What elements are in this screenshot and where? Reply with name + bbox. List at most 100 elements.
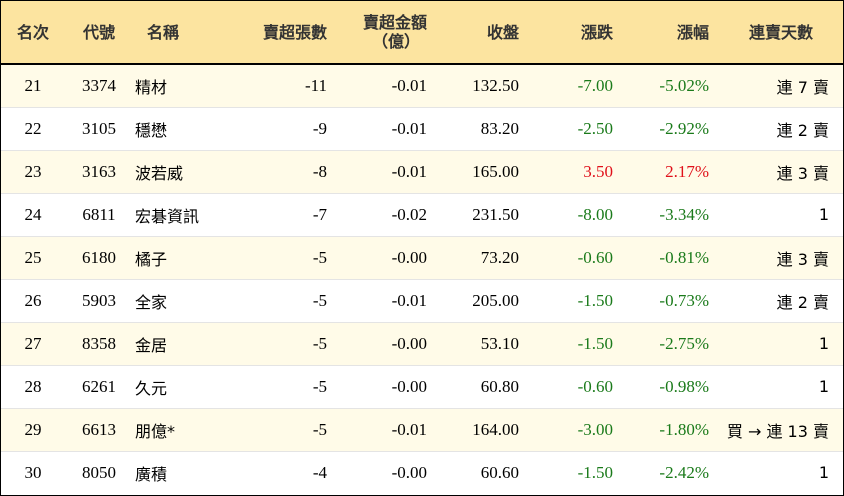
net-amount-cell: -0.02 <box>347 192 447 236</box>
table-row[interactable]: 25 6180 橘子 -5 -0.00 73.20 -0.60 -0.81% 連 3 賣 <box>1 235 843 279</box>
code-cell: 6811 <box>65 192 133 236</box>
close-cell: 73.20 <box>447 235 539 279</box>
change-pct-cell: -2.75% <box>629 321 719 365</box>
net-amount-cell: -0.00 <box>347 450 447 494</box>
consecutive-days-cell: 連 3 賣 <box>719 235 843 279</box>
net-amount-cell: -0.01 <box>347 149 447 193</box>
change-pct-cell: -2.42% <box>629 450 719 494</box>
change-cell: -7.00 <box>539 63 629 107</box>
rank-cell: 23 <box>1 149 65 193</box>
table-row[interactable]: 21 3374 精材 -11 -0.01 132.50 -7.00 -5.02% 連 7 賣 <box>1 63 843 107</box>
consecutive-days-cell: 1 <box>719 364 843 408</box>
net-shares-cell: -11 <box>233 63 347 107</box>
change-pct-cell: -1.80% <box>629 407 719 451</box>
header-consecutive-days[interactable]: 連賣天數 <box>719 1 843 65</box>
net-shares-cell: -4 <box>233 450 347 494</box>
rank-cell: 27 <box>1 321 65 365</box>
table-row[interactable]: 26 5903 全家 -5 -0.01 205.00 -1.50 -0.73% 連 2 賣 <box>1 278 843 322</box>
net-amount-cell: -0.00 <box>347 364 447 408</box>
name-cell: 精材 <box>133 63 233 107</box>
table-header-row: 名次 代號 名稱 賣超張數 賣超金額 （億） 收盤 漲跌 漲幅 連賣天數 <box>1 1 843 65</box>
code-cell: 6180 <box>65 235 133 279</box>
net-shares-cell: -5 <box>233 235 347 279</box>
change-cell: -2.50 <box>539 106 629 150</box>
net-shares-cell: -5 <box>233 321 347 365</box>
close-cell: 231.50 <box>447 192 539 236</box>
consecutive-days-cell: 1 <box>719 192 843 236</box>
net-shares-cell: -5 <box>233 278 347 322</box>
header-net-amount[interactable]: 賣超金額 （億） <box>347 1 447 65</box>
net-amount-cell: -0.01 <box>347 63 447 107</box>
consecutive-days-cell: 連 2 賣 <box>719 278 843 322</box>
table-row[interactable]: 28 6261 久元 -5 -0.00 60.80 -0.60 -0.98% 1 <box>1 364 843 408</box>
header-rank[interactable]: 名次 <box>1 1 65 65</box>
change-pct-cell: -2.92% <box>629 106 719 150</box>
header-close[interactable]: 收盤 <box>447 1 539 65</box>
consecutive-days-cell: 連 7 賣 <box>719 63 843 107</box>
change-cell: -0.60 <box>539 235 629 279</box>
name-cell: 全家 <box>133 278 233 322</box>
net-amount-cell: -0.00 <box>347 235 447 279</box>
table-row[interactable]: 23 3163 波若威 -8 -0.01 165.00 3.50 2.17% 連 3 賣 <box>1 149 843 193</box>
net-shares-cell: -5 <box>233 364 347 408</box>
rank-cell: 26 <box>1 278 65 322</box>
name-cell: 穩懋 <box>133 106 233 150</box>
code-cell: 3105 <box>65 106 133 150</box>
name-cell: 久元 <box>133 364 233 408</box>
rank-cell: 25 <box>1 235 65 279</box>
name-cell: 宏碁資訊 <box>133 192 233 236</box>
change-pct-cell: -0.98% <box>629 364 719 408</box>
close-cell: 83.20 <box>447 106 539 150</box>
rank-cell: 22 <box>1 106 65 150</box>
consecutive-days-cell: 連 2 賣 <box>719 106 843 150</box>
rank-cell: 29 <box>1 407 65 451</box>
rank-cell: 21 <box>1 63 65 107</box>
rank-cell: 24 <box>1 192 65 236</box>
table-row[interactable]: 24 6811 宏碁資訊 -7 -0.02 231.50 -8.00 -3.34% 1 <box>1 192 843 236</box>
change-cell: 3.50 <box>539 149 629 193</box>
header-net-shares[interactable]: 賣超張數 <box>233 1 347 65</box>
header-net-amount-line1: 賣超金額 <box>362 13 427 32</box>
change-pct-cell: -0.73% <box>629 278 719 322</box>
name-cell: 朋億* <box>133 407 233 451</box>
net-shares-cell: -7 <box>233 192 347 236</box>
change-cell: -1.50 <box>539 278 629 322</box>
net-amount-cell: -0.00 <box>347 321 447 365</box>
header-change-pct[interactable]: 漲幅 <box>629 1 719 65</box>
header-name[interactable]: 名稱 <box>133 1 233 65</box>
rank-cell: 30 <box>1 450 65 494</box>
net-shares-cell: -8 <box>233 149 347 193</box>
change-pct-cell: 2.17% <box>629 149 719 193</box>
net-shares-cell: -9 <box>233 106 347 150</box>
net-shares-cell: -5 <box>233 407 347 451</box>
close-cell: 60.60 <box>447 450 539 494</box>
code-cell: 3374 <box>65 63 133 107</box>
change-pct-cell: -5.02% <box>629 63 719 107</box>
consecutive-days-cell: 1 <box>719 321 843 365</box>
code-cell: 8050 <box>65 450 133 494</box>
close-cell: 53.10 <box>447 321 539 365</box>
close-cell: 60.80 <box>447 364 539 408</box>
table-row[interactable]: 22 3105 穩懋 -9 -0.01 83.20 -2.50 -2.92% 連 2 賣 <box>1 106 843 150</box>
net-amount-cell: -0.01 <box>347 278 447 322</box>
close-cell: 205.00 <box>447 278 539 322</box>
header-code[interactable]: 代號 <box>65 1 133 65</box>
change-cell: -1.50 <box>539 450 629 494</box>
change-cell: -1.50 <box>539 321 629 365</box>
table-row[interactable]: 29 6613 朋億* -5 -0.01 164.00 -3.00 -1.80% 買 → 連 1… <box>1 407 843 451</box>
name-cell: 波若威 <box>133 149 233 193</box>
consecutive-days-cell: 1 <box>719 450 843 494</box>
change-pct-cell: -3.34% <box>629 192 719 236</box>
code-cell: 3163 <box>65 149 133 193</box>
net-amount-cell: -0.01 <box>347 407 447 451</box>
header-change[interactable]: 漲跌 <box>539 1 629 65</box>
change-cell: -8.00 <box>539 192 629 236</box>
rank-cell: 28 <box>1 364 65 408</box>
table-row[interactable]: 27 8358 金居 -5 -0.00 53.10 -1.50 -2.75% 1 <box>1 321 843 365</box>
name-cell: 橘子 <box>133 235 233 279</box>
close-cell: 132.50 <box>447 63 539 107</box>
table-row[interactable]: 30 8050 廣積 -4 -0.00 60.60 -1.50 -2.42% 1 <box>1 450 843 494</box>
code-cell: 6613 <box>65 407 133 451</box>
consecutive-days-cell: 買 → 連 13 賣 <box>719 407 843 451</box>
